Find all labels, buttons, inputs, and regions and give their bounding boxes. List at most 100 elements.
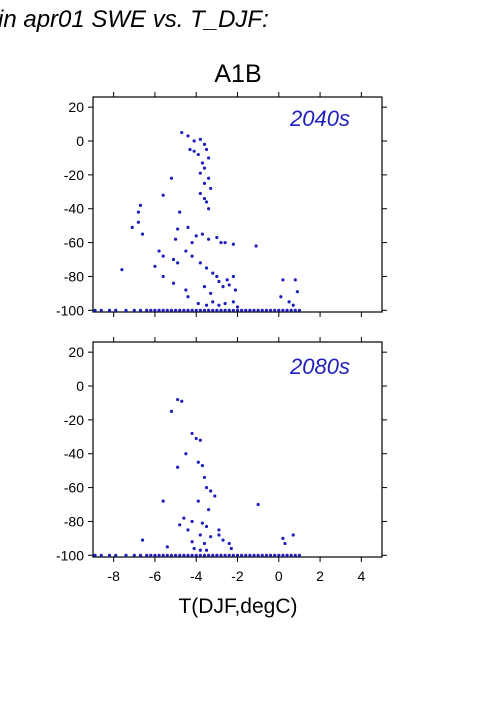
data-point [198,261,202,265]
data-point [190,553,194,557]
data-point [231,242,235,246]
data-point [264,308,268,312]
data-point [176,465,180,469]
data-point [140,232,145,236]
data-point [227,541,231,546]
data-point [297,553,302,557]
data-point [173,553,178,557]
data-point [244,553,248,557]
data-point [132,553,136,557]
data-point [130,225,134,229]
data-point [194,234,198,238]
data-point [198,533,202,537]
data-point [268,308,273,312]
chart-title: A1B [214,60,261,88]
data-point [178,308,182,312]
data-point [182,308,186,312]
data-point [186,308,190,312]
data-point [225,278,229,282]
data-point [207,237,211,241]
data-point [215,235,219,240]
data-point [194,308,198,312]
y-tick-label: -80 [64,268,84,284]
data-point [256,308,260,312]
data-point [161,308,165,312]
data-point [264,553,268,557]
data-point [256,502,260,507]
data-point [149,308,153,312]
data-point [202,142,207,147]
y-tick-label: 0 [76,133,84,149]
data-point [161,254,165,258]
data-point [176,261,180,265]
y-tick-label: -40 [64,446,84,462]
data-point [204,147,209,152]
data-point [153,308,157,312]
data-point [178,210,182,214]
data-point [192,139,196,143]
data-point [169,176,174,180]
data-point [281,308,285,312]
period-label: 2040s [289,106,350,131]
data-point [285,553,289,557]
data-point [207,553,211,557]
data-point [273,308,277,312]
data-point [176,397,180,402]
data-point [289,553,293,557]
data-point [215,553,219,557]
data-point [223,301,227,306]
data-point [192,149,196,153]
data-point [229,546,233,551]
data-point [207,207,211,211]
data-point [211,553,215,557]
data-point [190,431,194,436]
x-tick-label: -2 [231,568,244,584]
data-point [165,553,169,557]
data-point [260,553,264,557]
data-point [138,203,143,207]
data-point [289,308,293,312]
data-point [231,553,235,557]
data-point [165,308,169,312]
data-point [194,436,198,441]
data-point [173,237,178,241]
data-point [281,536,285,540]
data-point [107,553,112,557]
data-point [173,308,178,312]
data-point [190,240,194,245]
data-point [227,283,231,287]
data-point [204,303,209,307]
y-tick-label: -60 [64,235,84,251]
data-point [285,308,289,312]
data-point [107,308,112,312]
data-point [132,308,136,312]
data-point [114,308,118,312]
data-point [207,176,211,180]
data-point [178,523,182,527]
data-point [204,548,209,552]
data-point [217,303,221,307]
x-tick-label: -8 [107,568,120,584]
x-tick-label: -6 [149,568,162,584]
x-tick-label: 2 [316,568,324,584]
data-point [171,281,176,285]
data-point [145,308,149,312]
data-point [202,308,207,312]
data-point [184,288,188,292]
data-point [211,300,215,304]
y-tick-label: 20 [68,344,84,360]
data-point [124,308,128,312]
data-point [198,438,202,442]
data-point [209,291,213,295]
x-tick-label: 4 [357,568,365,584]
data-point [235,308,240,312]
data-point [204,266,209,270]
y-tick-label: -60 [64,480,84,496]
data-point [209,186,213,191]
data-point [196,301,200,306]
data-point [186,134,190,138]
data-point [287,300,291,304]
y-tick-label: -20 [64,412,84,428]
data-point [215,274,219,279]
data-point [120,268,124,272]
